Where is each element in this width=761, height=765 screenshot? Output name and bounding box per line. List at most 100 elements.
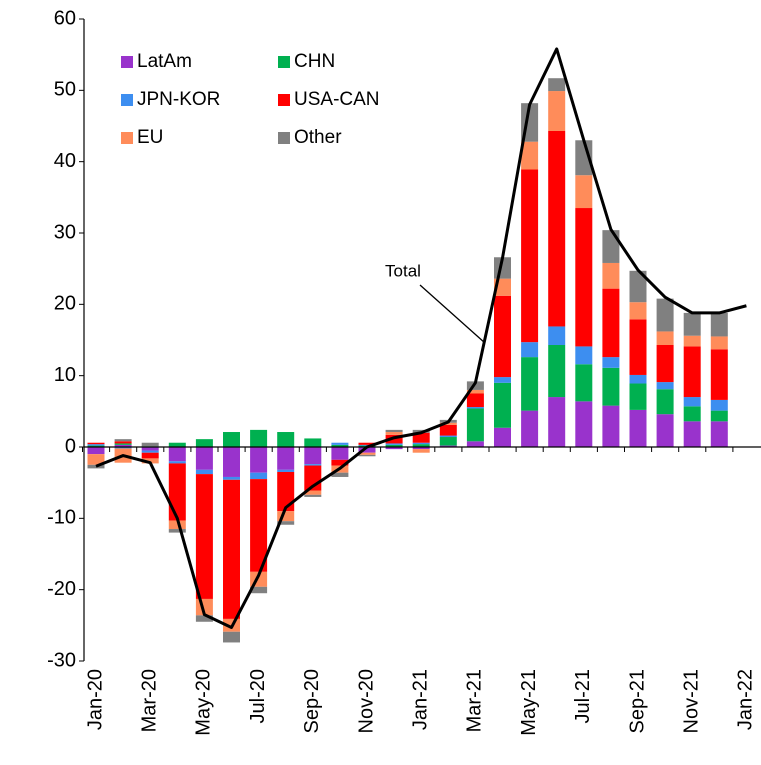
bar-segment (223, 479, 240, 619)
bar-segment (656, 389, 674, 415)
bar-segment (575, 140, 593, 176)
x-tick-label: May-20 (193, 669, 215, 736)
legend-label: JPN-KOR (137, 89, 220, 110)
x-tick-label: Jul-21 (572, 669, 594, 723)
bar-segment (602, 405, 620, 447)
bar-segment (710, 336, 728, 350)
bar-segment (331, 442, 349, 445)
bar-segment (683, 421, 701, 447)
y-tick-label: 50 (54, 79, 76, 101)
bar-segment (575, 175, 593, 209)
x-tick-label: Jul-20 (247, 669, 269, 723)
bar-segment (412, 447, 430, 450)
bar-segment (494, 295, 511, 378)
bar-segment (358, 447, 376, 453)
bar-segment (114, 439, 132, 442)
bar-segment (575, 208, 593, 347)
bar-segment (494, 377, 511, 383)
bar-segment (494, 427, 511, 447)
bar-segment (87, 454, 105, 465)
bar-segment (250, 479, 268, 572)
bar-segment (304, 490, 322, 495)
bar-segment (141, 450, 159, 453)
total-annotation: Total (385, 261, 421, 280)
bar-segment (656, 298, 674, 332)
bar-segment (168, 461, 186, 464)
x-tick-label: Sep-21 (626, 669, 648, 734)
bar-segment (385, 429, 403, 433)
y-tick-label: 0 (65, 435, 76, 457)
legend-label: Other (294, 127, 342, 148)
bar-segment (521, 169, 539, 343)
bar-segment (195, 615, 213, 622)
bar-segment (168, 447, 186, 462)
bar-segment (710, 399, 728, 411)
y-tick-label: -10 (47, 507, 76, 529)
bar-segment (466, 441, 484, 447)
bar-segment (168, 442, 186, 447)
x-tick-label: Jan-22 (735, 669, 757, 730)
bar-segment (439, 422, 457, 425)
bar-segment (629, 270, 647, 303)
y-tick-label: 20 (54, 293, 76, 315)
annotation-arrow (419, 284, 486, 344)
bar-segment (277, 469, 295, 472)
bar-segment (114, 443, 132, 445)
bar-segment (223, 447, 240, 477)
bar-segment (250, 447, 268, 473)
bar-segment (385, 443, 403, 445)
bar-segment (141, 452, 159, 459)
bar-segment (521, 410, 539, 447)
bar-segment (304, 438, 322, 447)
y-tick-label: 30 (54, 221, 76, 243)
bar-segment (439, 437, 457, 446)
bar-segment (331, 444, 349, 447)
bar-segment (250, 429, 268, 447)
bar-segment (466, 407, 484, 409)
bar-segment (304, 447, 322, 465)
bar-segment (331, 472, 349, 477)
bar-segment (439, 435, 457, 438)
bar-segment (358, 444, 376, 446)
bar-segment (575, 401, 593, 447)
legend-label: CHN (294, 51, 335, 72)
bar-segment (548, 344, 566, 398)
legend-swatch (121, 132, 133, 144)
bar-segment (114, 444, 132, 447)
bar-segment (548, 78, 566, 92)
bar-segment (277, 447, 295, 470)
bar-segment (548, 130, 566, 327)
bar-segment (656, 414, 674, 447)
bar-segment (195, 447, 213, 470)
legend-swatch (278, 132, 290, 144)
bar-segment (141, 458, 159, 464)
bar-segment (331, 459, 349, 466)
bar-segment (439, 445, 457, 447)
bar-segment (548, 91, 566, 131)
bar-segment (87, 445, 105, 447)
bar-segment (87, 447, 105, 455)
bar-segment (331, 447, 349, 460)
bar-segment (629, 409, 647, 447)
bar-segment (277, 432, 295, 447)
x-tick-label: Sep-20 (301, 669, 323, 734)
legend-swatch (121, 94, 133, 106)
bar-segment (250, 586, 268, 594)
bar-segment (629, 302, 647, 320)
bar-segment (683, 397, 701, 407)
bar-segment (168, 463, 186, 521)
bar-segment (141, 442, 159, 447)
bar-segment (466, 389, 484, 394)
bar-segment (466, 408, 484, 442)
bar-segment (304, 494, 322, 497)
x-tick-label: Nov-20 (355, 669, 377, 733)
total-line (95, 47, 747, 629)
bar-segment (683, 312, 701, 336)
bar-segment (575, 364, 593, 402)
bar-segment (683, 335, 701, 347)
bar-segment (466, 381, 484, 390)
bar-segment (710, 312, 728, 337)
bar-segment (466, 393, 484, 408)
bar-segment (223, 631, 240, 643)
y-tick-label: -30 (47, 649, 76, 671)
